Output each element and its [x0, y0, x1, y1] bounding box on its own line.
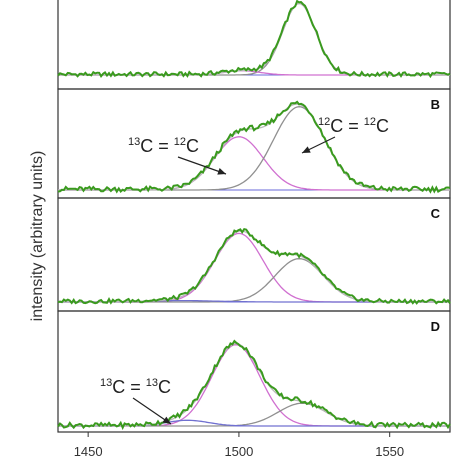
panel-letter: B — [431, 97, 440, 112]
measured-spectrum-line — [57, 100, 451, 194]
measured-spectrum-line — [57, 339, 451, 431]
annotation-13c-13c: 13C = 13C — [100, 377, 171, 397]
fit-total-line — [58, 230, 450, 303]
annotation-arrow — [301, 136, 336, 154]
component-c12-c12-line — [58, 402, 450, 427]
measured-spectrum-line — [57, 0, 451, 79]
panel-4: D — [57, 310, 451, 433]
x-tick-label: 1500 — [224, 444, 253, 459]
panel-frame — [57, 88, 451, 199]
panel-letter: D — [431, 319, 440, 334]
measured-spectrum-line — [57, 227, 451, 305]
component-c12-c12-line — [58, 106, 450, 191]
component-c13-c12-line — [58, 232, 450, 303]
x-axis: 1450 1500 1550 — [74, 432, 404, 459]
annotation-arrow — [132, 397, 172, 425]
annotation-13c-12c: 13C = 12C — [128, 136, 199, 156]
panel-1 — [57, 0, 451, 90]
annotations: 13C = 12C 12C = 12C 13C = 13C — [100, 116, 389, 425]
component-c13-c12-line — [58, 136, 450, 191]
panels-group: B C D 13C = 12C 12C = 12C 13C = 13C — [57, 0, 451, 433]
component-c12-c12-line — [58, 2, 450, 76]
panel-letter: C — [431, 206, 441, 221]
annotation-12c-12c: 12C = 12C — [318, 116, 389, 136]
component-c12-c12-line — [58, 258, 450, 303]
x-tick-label: 1550 — [375, 444, 404, 459]
panel-3: C — [57, 197, 451, 312]
y-axis-label: intensity (arbitrary units) — [29, 151, 46, 322]
panel-2: B — [57, 88, 451, 199]
panel-frame — [57, 310, 451, 433]
fit-total-line — [58, 2, 450, 76]
annotation-arrow — [177, 156, 227, 175]
x-tick-label: 1450 — [74, 444, 103, 459]
